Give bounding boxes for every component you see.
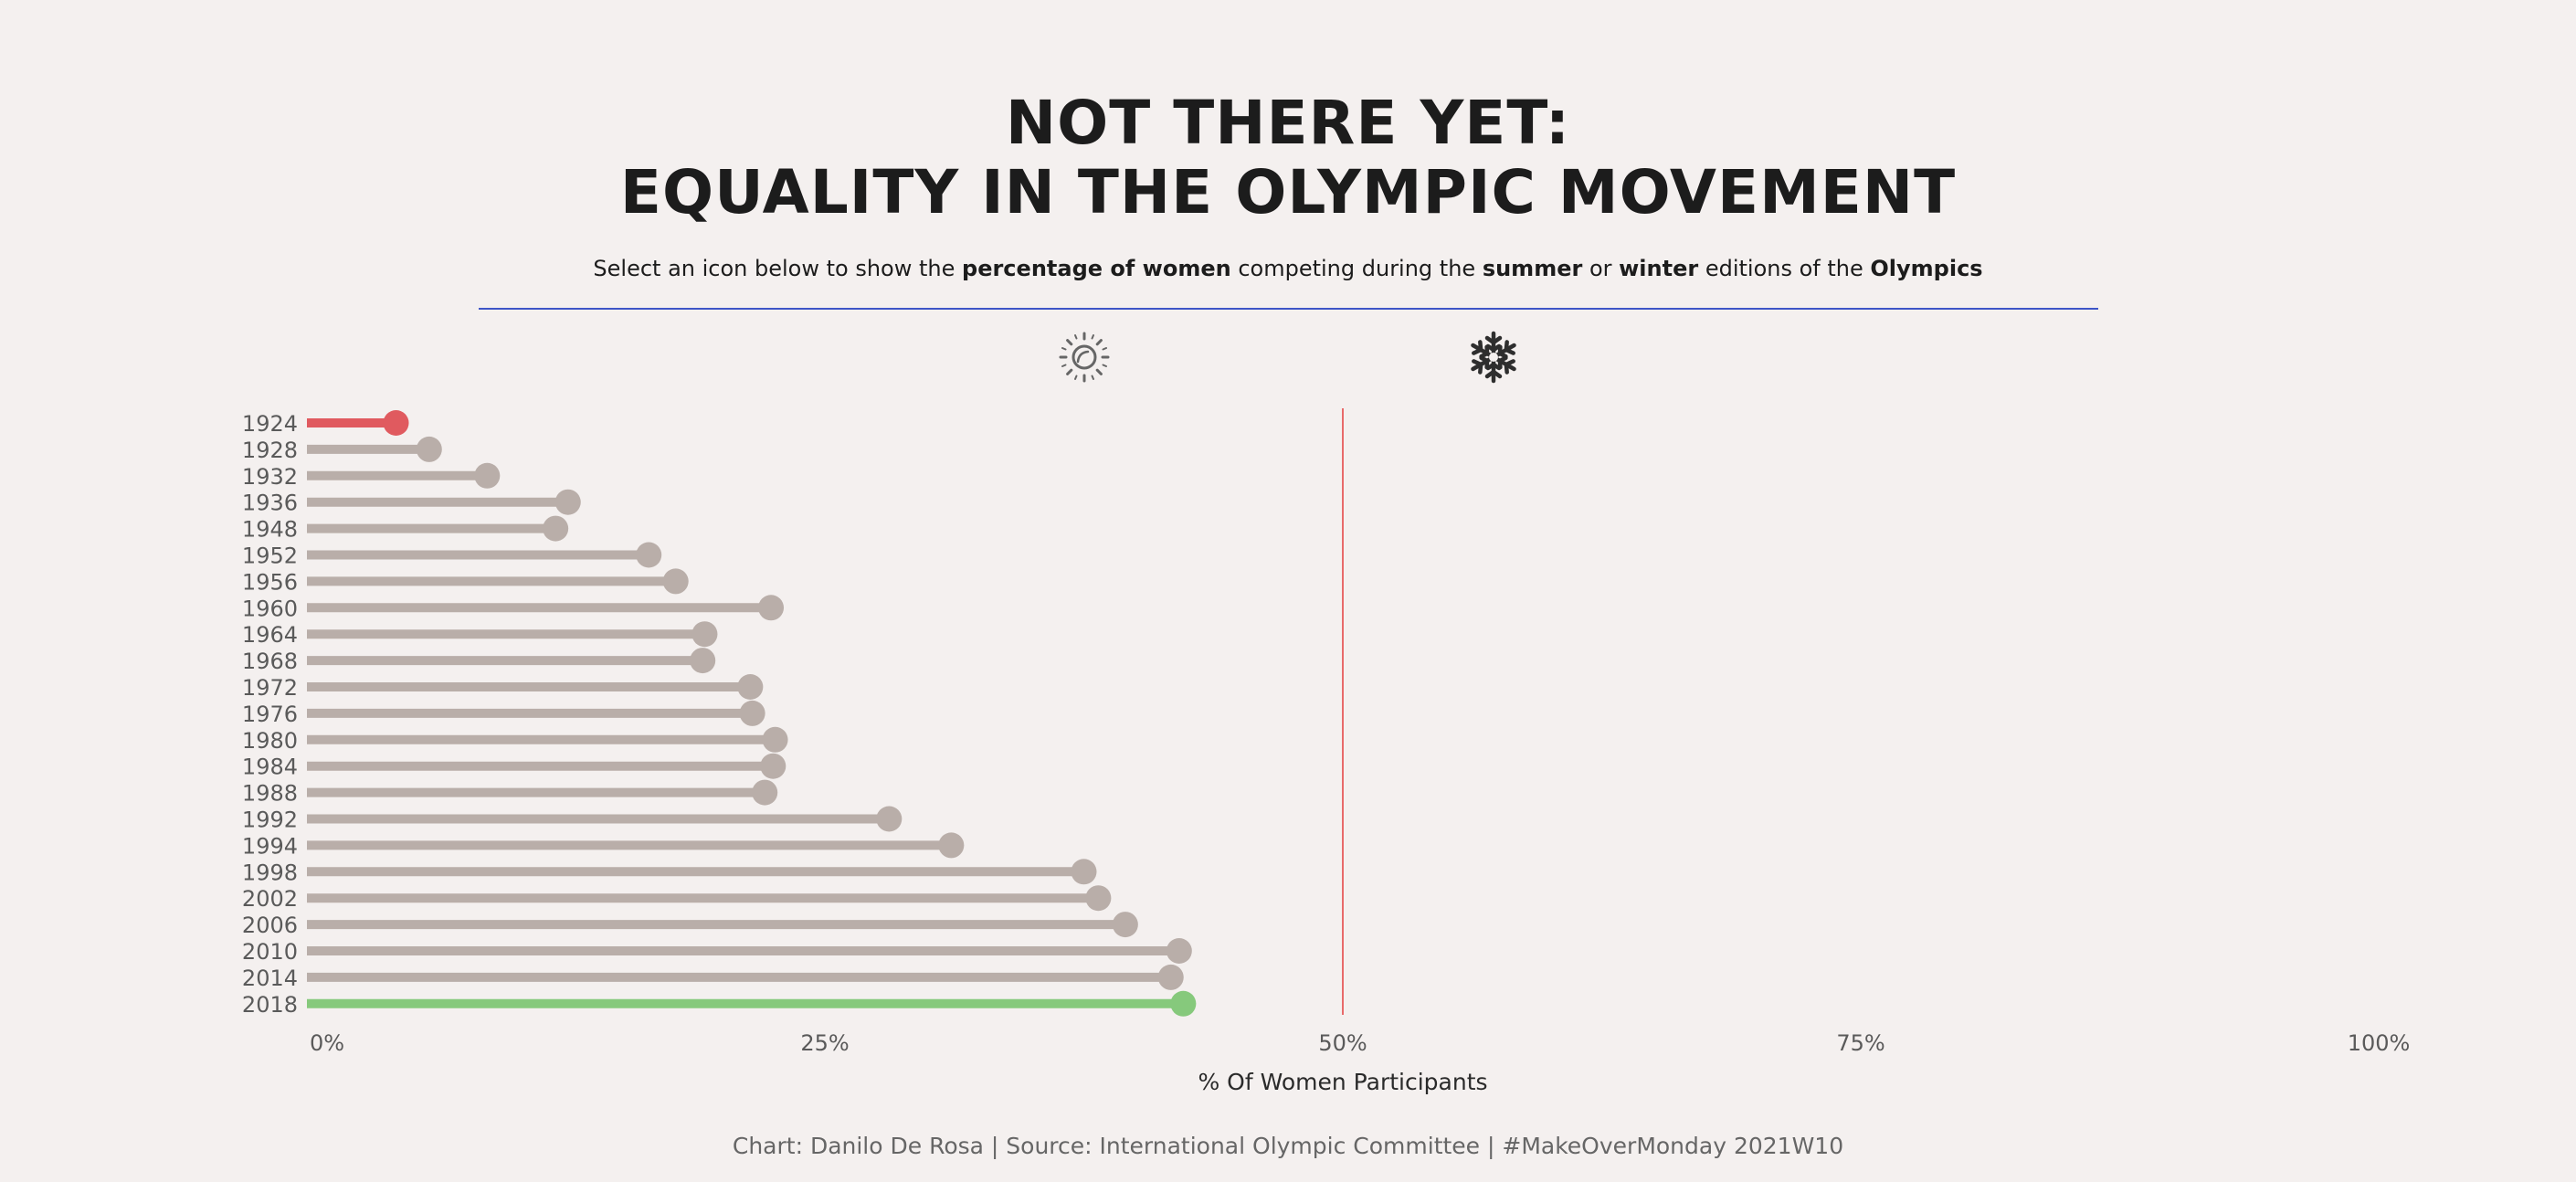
year-label: 1976 — [242, 702, 298, 727]
winter-toggle-button[interactable] — [1465, 329, 1522, 385]
subtitle-bold-winter: winter — [1619, 256, 1699, 281]
x-tick-label: 50% — [1318, 1030, 1367, 1056]
lollipop-dot — [762, 726, 788, 753]
x-axis-label: % Of Women Participants — [1198, 1069, 1487, 1095]
year-label: 1948 — [242, 517, 298, 543]
lollipop-dot — [1085, 885, 1112, 912]
year-label: 1924 — [242, 411, 298, 437]
year-label: 2002 — [242, 886, 298, 912]
year-label: 1988 — [242, 781, 298, 807]
subtitle-bold-olympics: Olympics — [1870, 256, 1983, 281]
lollipop-dot — [636, 542, 662, 568]
year-label: 1972 — [242, 675, 298, 701]
year-label: 1984 — [242, 755, 298, 780]
lollipop-dot — [1170, 990, 1197, 1017]
chart-footer-credit: Chart: Danilo De Rosa | Source: Internat… — [732, 1133, 1844, 1159]
lollipop-dot — [692, 621, 718, 648]
subtitle-text-4: editions of the — [1698, 256, 1871, 281]
lollipop-dot — [737, 674, 764, 700]
subtitle-bold-summer: summer — [1482, 256, 1583, 281]
lollipop-dot — [938, 832, 965, 859]
year-label: 1992 — [242, 807, 298, 833]
year-label: 2010 — [242, 939, 298, 965]
x-tick-label: 100% — [2348, 1030, 2411, 1056]
lollipop-dot — [1166, 938, 1192, 964]
year-label: 1998 — [242, 860, 298, 885]
year-label: 1956 — [242, 569, 298, 595]
lollipop-dot — [474, 462, 501, 489]
summer-toggle-button[interactable] — [1056, 329, 1113, 385]
year-label: 1928 — [242, 438, 298, 463]
lollipop-dot — [739, 700, 765, 726]
lollipop-dot — [1071, 859, 1097, 885]
x-tick-label: 0% — [310, 1030, 344, 1056]
lollipop-dot — [662, 568, 689, 595]
year-label: 1932 — [242, 464, 298, 490]
lollipop-dot — [760, 753, 787, 779]
lollipop-dot — [1112, 912, 1138, 938]
year-label: 2006 — [242, 913, 298, 938]
lollipop-dot — [1157, 964, 1184, 990]
subtitle-text-3: or — [1582, 256, 1620, 281]
snowflake-icon — [1465, 331, 1522, 385]
lollipop-dot — [876, 806, 903, 832]
chart-title-line2: EQUALITY IN THE OLYMPIC MOVEMENT — [619, 157, 1957, 227]
subtitle-bold-percentage: percentage of women — [962, 256, 1231, 281]
header-divider — [479, 308, 2098, 310]
lollipop-dot — [543, 515, 569, 542]
lollipop-dot — [752, 779, 778, 806]
year-label: 1936 — [242, 491, 298, 516]
year-label: 1994 — [242, 833, 298, 859]
lollipop-dot — [554, 489, 581, 515]
year-label: 2014 — [242, 966, 298, 991]
x-tick-label: 75% — [1836, 1030, 1884, 1056]
year-label: 1964 — [242, 622, 298, 648]
chart-title-line1: NOT THERE YET: — [1005, 88, 1571, 158]
lollipop-dot — [383, 410, 409, 436]
chart-subtitle: Select an icon below to show the percent… — [0, 256, 2576, 281]
year-label: 2018 — [242, 992, 298, 1018]
sun-icon — [1059, 332, 1110, 383]
subtitle-text-1: Select an icon below to show the — [593, 256, 963, 281]
subtitle-text-2: competing during the — [1230, 256, 1483, 281]
lollipop-dot — [416, 436, 442, 462]
year-label: 1980 — [242, 728, 298, 754]
year-label: 1968 — [242, 649, 298, 674]
year-label: 1952 — [242, 544, 298, 569]
year-label: 1960 — [242, 596, 298, 621]
lollipop-dot — [758, 595, 785, 621]
lollipop-dot — [690, 648, 716, 674]
x-tick-label: 25% — [800, 1030, 849, 1056]
